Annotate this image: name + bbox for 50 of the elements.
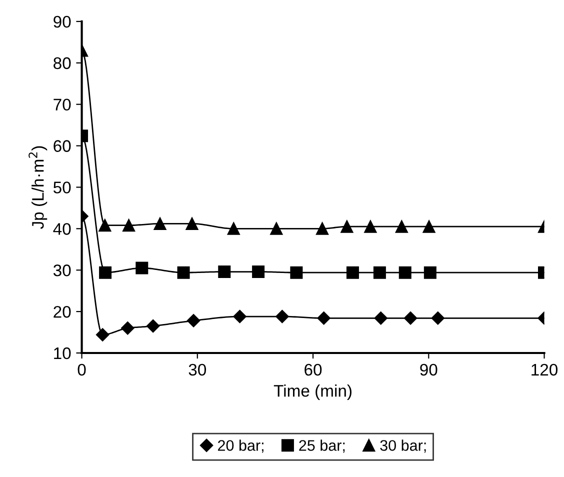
point: [186, 217, 198, 230]
point: [227, 222, 240, 235]
point: [373, 266, 386, 279]
y-tick-label: 90: [54, 16, 71, 28]
x-tick-label: 120: [532, 364, 558, 376]
y-tick-label: 70: [54, 98, 71, 111]
point: [431, 312, 444, 325]
point: [121, 322, 134, 335]
y-tick-label: 20: [54, 306, 71, 318]
point: [96, 328, 110, 342]
x-tick-label: 90: [420, 364, 438, 376]
point: [398, 266, 412, 279]
point: [252, 266, 265, 278]
y-tick-label: 60: [54, 140, 71, 152]
x-tick-label: 0: [78, 364, 86, 376]
point: [276, 310, 289, 324]
point: [270, 222, 283, 235]
point: [316, 222, 329, 235]
point: [424, 266, 436, 279]
point: [395, 220, 408, 233]
point: [340, 220, 354, 233]
point: [177, 266, 190, 279]
point: [374, 312, 388, 325]
point: [233, 310, 246, 324]
legend-label: 25 bar;: [299, 440, 345, 453]
point: [422, 220, 436, 233]
point: [346, 266, 359, 279]
y-tick-label: 10: [54, 347, 71, 360]
legend-label: 30 bar;: [380, 440, 426, 453]
point: [186, 314, 200, 328]
point: [136, 262, 148, 274]
point: [218, 266, 231, 278]
y-axis-title: Jp (L/h·m$^{2}$): [28, 146, 48, 229]
x-tick-label: 60: [304, 364, 322, 376]
point: [154, 217, 166, 230]
y-tick-label: 40: [53, 223, 71, 235]
point: [317, 312, 330, 325]
point: [98, 219, 112, 232]
y-tick-label: 80: [54, 57, 71, 70]
point: [364, 220, 377, 233]
point: [146, 319, 160, 333]
y-tick-label: 50: [53, 182, 71, 194]
point: [404, 312, 418, 325]
point: [99, 266, 112, 279]
x-axis-title: Time (min): [274, 384, 352, 400]
legend-label: 20 bar;: [218, 440, 264, 453]
y-tick-label: 30: [53, 264, 71, 276]
x-tick-label: 30: [188, 364, 206, 376]
point: [290, 266, 303, 279]
point: [122, 219, 136, 232]
